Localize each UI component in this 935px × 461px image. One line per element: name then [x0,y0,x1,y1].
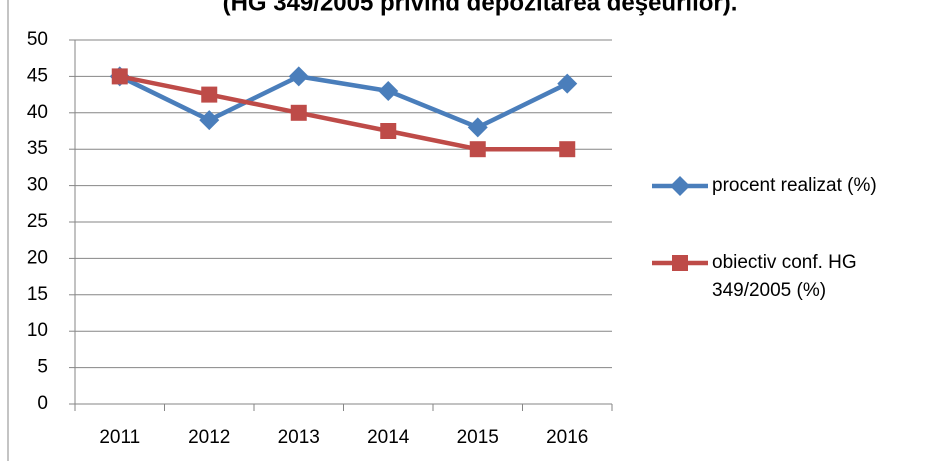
marker [290,104,307,121]
marker [199,110,220,131]
marker [559,141,576,158]
y-tick-label: 40 [27,102,48,123]
y-tick-label: 45 [27,65,48,86]
legend-label: obiectiv conf. HG 349/2005 (%) [712,252,857,301]
y-tick-label: 50 [27,29,48,50]
y-tick-label: 10 [27,320,48,341]
marker [557,73,578,94]
marker [201,86,218,103]
marker [380,123,397,139]
marker [670,176,690,196]
marker [469,141,486,158]
y-tick-label: 0 [37,393,48,414]
x-tick-label: 2016 [546,427,588,448]
marker [467,117,488,138]
x-tick-label: 2011 [99,427,140,448]
x-tick-label: 2015 [457,427,499,448]
marker [378,80,399,101]
y-tick-label: 20 [27,247,48,268]
line [119,74,568,152]
marker [672,255,688,271]
chart-title: (HG 349/2005 privind depozitarea deşeuri… [223,0,738,16]
x-tick-label: 2013 [278,427,320,448]
x-tick-label: 2012 [188,427,230,448]
marker [111,68,128,85]
line [118,74,569,130]
y-tick-label: 30 [27,175,48,196]
y-tick-label: 15 [27,284,48,305]
y-tick-label: 5 [37,357,48,378]
x-tick-label: 2014 [367,427,410,448]
y-tick-label: 35 [27,138,48,159]
marker [288,66,309,87]
y-tick-label: 25 [27,211,48,232]
legend-label: procent realizat (%) [712,175,877,196]
